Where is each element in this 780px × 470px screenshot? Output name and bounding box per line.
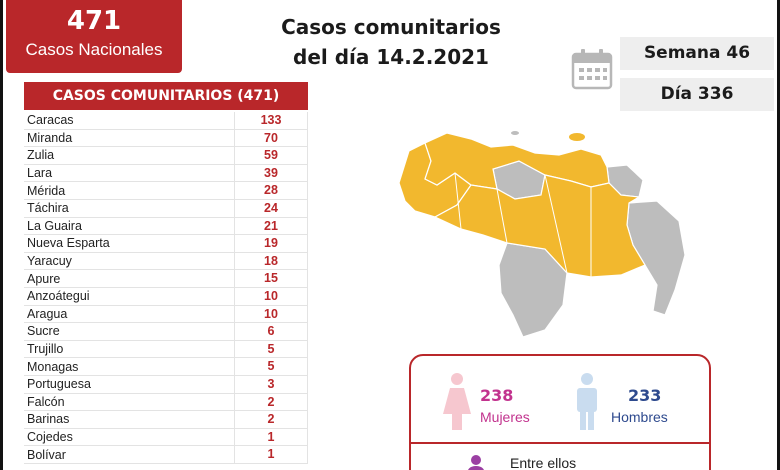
state-name: Táchira xyxy=(27,201,69,216)
state-name: Cojedes xyxy=(27,429,73,444)
state-name: Sucre xyxy=(27,324,60,339)
state-name: Apure xyxy=(27,271,61,286)
entre-ellos-label: Entre ellos xyxy=(510,455,577,470)
person-icon xyxy=(468,455,484,470)
table-row: Apure 15 xyxy=(24,270,308,288)
total-cases-number: 471 xyxy=(66,6,122,36)
state-name: Nueva Esparta xyxy=(27,236,110,251)
venezuela-map xyxy=(398,131,686,338)
state-name: Caracas xyxy=(27,113,74,128)
table-header: CASOS COMUNITARIOS (471) xyxy=(24,82,308,110)
men-count: 233 xyxy=(628,386,662,405)
table-row: Zulia 59 xyxy=(24,147,308,165)
men-label: Hombres xyxy=(611,409,668,425)
state-cases: 3 xyxy=(234,375,308,393)
table-row: Nueva Esparta 19 xyxy=(24,235,308,253)
state-name: Trujillo xyxy=(27,342,64,357)
state-cases: 2 xyxy=(234,411,308,428)
total-cases-label: Casos Nacionales xyxy=(25,40,163,59)
state-name: Zulia xyxy=(27,148,55,163)
state-cases: 5 xyxy=(234,358,308,375)
table-row: La Guaira 21 xyxy=(24,217,308,236)
state-cases: 18 xyxy=(234,252,308,270)
male-icon xyxy=(577,373,597,430)
state-cases: 10 xyxy=(234,287,308,305)
title-line-1: Casos comunitarios xyxy=(281,15,501,39)
gender-divider xyxy=(409,442,711,444)
table-row: Lara 39 xyxy=(24,164,308,183)
state-cases: 21 xyxy=(234,217,308,235)
page-title: Casos comunitarios del día 14.2.2021 xyxy=(250,12,532,72)
map-region-nueva-esparta xyxy=(569,133,585,141)
title-line-2: del día 14.2.2021 xyxy=(293,45,489,69)
table-row: Aragua 10 xyxy=(24,305,308,324)
state-cases: 2 xyxy=(234,393,308,411)
state-cases: 1 xyxy=(234,446,308,463)
right-frame-border xyxy=(777,0,780,470)
state-cases: 15 xyxy=(234,270,308,287)
total-cases-box: 471 Casos Nacionales xyxy=(6,0,182,73)
state-name: Yaracuy xyxy=(27,254,72,269)
state-cases: 6 xyxy=(234,323,308,340)
state-name: Lara xyxy=(27,166,53,181)
table-row: Barinas 2 xyxy=(24,411,308,429)
left-frame-border xyxy=(0,0,3,470)
state-name: Bolívar xyxy=(27,447,66,462)
table-row: Táchira 24 xyxy=(24,199,308,218)
state-cases: 24 xyxy=(234,199,308,217)
state-cases: 5 xyxy=(234,340,308,358)
state-name: Mérida xyxy=(27,183,66,198)
table-row: Portuguesa 3 xyxy=(24,375,308,394)
table-row: Bolívar 1 xyxy=(24,446,308,464)
table-row: Trujillo 5 xyxy=(24,340,308,359)
state-name: Portuguesa xyxy=(27,377,91,392)
table-row: Sucre 6 xyxy=(24,323,308,341)
state-name: Falcón xyxy=(27,394,65,409)
female-icon xyxy=(443,373,471,430)
women-label: Mujeres xyxy=(480,409,530,425)
table-row: Anzoátegui 10 xyxy=(24,287,308,306)
state-name: Anzoátegui xyxy=(27,289,90,304)
state-cases: 133 xyxy=(234,112,308,129)
week-pill: Semana 46 xyxy=(620,37,774,70)
table-row: Falcón 2 xyxy=(24,393,308,412)
table-row: Cojedes 1 xyxy=(24,428,308,447)
table-row: Caracas 133 xyxy=(24,112,308,130)
state-name: La Guaira xyxy=(27,218,82,233)
state-name: Barinas xyxy=(27,412,70,427)
state-cases: 39 xyxy=(234,164,308,182)
cases-table: Caracas 133 Miranda 70 Zulia 59 Lara 39 Méri… xyxy=(24,112,308,464)
state-cases: 59 xyxy=(234,147,308,164)
women-count: 238 xyxy=(480,386,514,405)
map-region-llanos xyxy=(433,174,646,278)
state-name: Aragua xyxy=(27,306,68,321)
state-cases: 28 xyxy=(234,182,308,199)
table-row: Monagas 5 xyxy=(24,358,308,376)
state-cases: 70 xyxy=(234,129,308,147)
table-row: Miranda 70 xyxy=(24,129,308,148)
state-name: Miranda xyxy=(27,130,73,145)
day-pill: Día 336 xyxy=(620,78,774,111)
state-name: Monagas xyxy=(27,359,79,374)
state-cases: 19 xyxy=(234,235,308,252)
calendar-icon xyxy=(571,49,613,90)
state-cases: 1 xyxy=(234,428,308,446)
gender-panel xyxy=(409,354,711,470)
map-region-island xyxy=(511,131,519,135)
table-row: Yaracuy 18 xyxy=(24,252,308,271)
state-cases: 10 xyxy=(234,305,308,323)
table-row: Mérida 28 xyxy=(24,182,308,200)
